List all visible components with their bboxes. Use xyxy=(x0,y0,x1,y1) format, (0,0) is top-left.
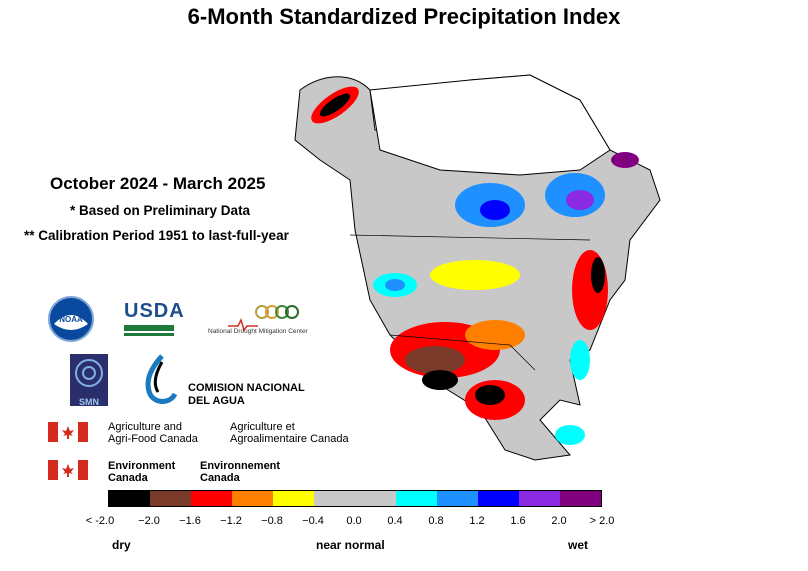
canada-flag-icon xyxy=(48,422,88,447)
legend-tick-0: < -2.0 xyxy=(85,515,115,527)
legend-bin-3 xyxy=(232,491,273,506)
legend-bin-7 xyxy=(396,491,437,506)
legend-tick-7: 0.4 xyxy=(387,515,403,527)
ndmc-logo: National Drought Mitigation Center xyxy=(208,302,328,342)
legend-tick-3: −1.2 xyxy=(220,515,242,527)
legend-bin-6 xyxy=(355,491,396,506)
preliminary-note: * Based on Preliminary Data xyxy=(70,203,251,218)
legend-bin-11 xyxy=(560,491,601,506)
legend-tick-10: 1.6 xyxy=(510,515,526,527)
legend-tick-8: 0.8 xyxy=(428,515,444,527)
smn-logo: SMN xyxy=(70,354,108,407)
no-data-region xyxy=(369,74,611,176)
legend-bin-0 xyxy=(109,491,150,506)
spi-color-legend xyxy=(108,490,602,507)
legend-dry-label: dry xyxy=(112,538,131,552)
legend-tick-12: > 2.0 xyxy=(589,515,615,527)
agr-fr-line2: Agroalimentaire Canada xyxy=(230,433,349,445)
agr-en-line1: Agriculture and xyxy=(108,421,182,433)
conagua-logo xyxy=(140,354,185,411)
legend-wet-label: wet xyxy=(568,538,589,552)
legend-tick-4: −0.8 xyxy=(261,515,283,527)
agr-en-line2: Agri-Food Canada xyxy=(108,433,198,445)
legend-near-normal-label: near normal xyxy=(316,538,385,552)
map-title: 6-Month Standardized Precipitation Index xyxy=(187,4,621,29)
legend-tick-2: −1.6 xyxy=(179,515,201,527)
legend-bin-9 xyxy=(478,491,519,506)
legend-tick-1: −2.0 xyxy=(138,515,160,527)
noaa-text: NOAA xyxy=(59,315,83,324)
legend-bin-8 xyxy=(437,491,478,506)
legend-tick-11: 2.0 xyxy=(551,515,567,527)
legend-tick-6: 0.0 xyxy=(346,515,362,527)
legend-bin-5 xyxy=(314,491,355,506)
smn-text: SMN xyxy=(79,397,99,407)
usda-logo: USDA xyxy=(124,300,185,336)
legend-bin-2 xyxy=(191,491,232,506)
north-america-spi-map xyxy=(294,74,661,461)
canada-flag-icon-2 xyxy=(48,460,88,485)
legend-bin-4 xyxy=(273,491,314,506)
noaa-logo: NOAA xyxy=(48,296,94,347)
calibration-note: ** Calibration Period 1951 to last-full-… xyxy=(24,228,289,243)
env-fr-line1: Environnement xyxy=(200,460,281,472)
env-fr-line2: Canada xyxy=(200,472,240,484)
ndmc-text: National Drought Mitigation Center xyxy=(208,328,308,335)
conagua-line1: COMISION NACIONAL xyxy=(188,382,305,394)
env-en-line2: Canada xyxy=(108,472,148,484)
agr-fr-line1: Agriculture et xyxy=(230,421,295,433)
legend-tick-9: 1.2 xyxy=(469,515,485,527)
env-en-line1: Environment xyxy=(108,460,176,472)
period-label: October 2024 - March 2025 xyxy=(50,174,266,193)
legend-bin-10 xyxy=(519,491,560,506)
conagua-line2: DEL AGUA xyxy=(188,395,245,407)
usda-text: USDA xyxy=(124,300,185,322)
legend-tick-5: −0.4 xyxy=(302,515,324,527)
legend-bin-1 xyxy=(150,491,191,506)
